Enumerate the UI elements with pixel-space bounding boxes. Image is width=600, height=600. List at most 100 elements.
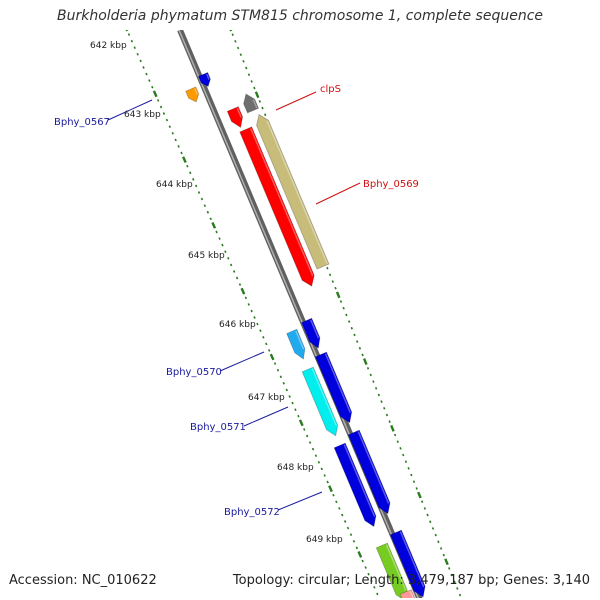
gene-pink[interactable] [399, 589, 416, 600]
minor-tick [334, 286, 337, 290]
gene-bphy-0567[interactable] [185, 86, 200, 103]
gene-blue-bottom[interactable] [389, 529, 426, 598]
major-tick [362, 358, 368, 366]
minor-tick [186, 164, 189, 168]
minor-tick [288, 395, 291, 398]
minor-tick [245, 66, 248, 70]
leader-bphy-0570 [219, 351, 265, 372]
minor-tick [262, 335, 265, 339]
minor-tick [276, 368, 280, 372]
minor-tick [450, 573, 454, 577]
minor-tick [231, 33, 234, 36]
minor-tick [247, 73, 251, 77]
minor-tick [136, 52, 139, 56]
gene-label-bphy-0567: Bphy_0567 [54, 117, 110, 128]
minor-tick [345, 313, 348, 317]
major-tick [182, 156, 187, 163]
gene-blue-0571b[interactable] [314, 351, 353, 424]
minor-tick [256, 322, 259, 326]
gene-blue-0572b[interactable] [347, 429, 391, 515]
minor-tick [239, 53, 242, 56]
minor-tick [374, 387, 378, 390]
minor-tick [311, 447, 315, 451]
chromosome-backbone-highlight [178, 30, 419, 598]
minor-tick [366, 367, 370, 370]
minor-tick [235, 276, 239, 280]
gene-features[interactable] [185, 71, 426, 600]
minor-tick [285, 388, 288, 392]
minor-tick [410, 473, 413, 477]
minor-tick [415, 487, 418, 490]
leader-bphy-0571 [243, 406, 289, 427]
minor-tick [331, 280, 334, 283]
minor-tick [151, 85, 154, 89]
minor-tick [305, 434, 309, 438]
minor-tick [402, 453, 405, 457]
minor-tick [303, 428, 306, 431]
gene-clps[interactable] [243, 93, 260, 114]
minor-tick [297, 414, 300, 418]
minor-tick [341, 513, 344, 517]
minor-tick [343, 520, 347, 523]
minor-tick [168, 125, 172, 129]
minor-tick [215, 230, 218, 234]
minor-tick [326, 266, 329, 270]
map-title: Burkholderia phymatum STM815 chromosome … [56, 8, 543, 24]
major-tick [390, 424, 395, 432]
minor-tick [224, 250, 227, 254]
minor-tick [380, 400, 383, 404]
gene-bphy-0569[interactable] [256, 113, 330, 270]
minor-tick [369, 373, 372, 377]
minor-tick [373, 585, 376, 589]
minor-tick [404, 460, 408, 463]
minor-tick [148, 79, 151, 82]
minor-tick [250, 80, 253, 83]
minor-tick [261, 106, 264, 110]
minor-tick [388, 420, 391, 424]
minor-tick [353, 333, 356, 337]
minor-tick [361, 353, 364, 357]
minor-tick [367, 572, 370, 576]
minor-tick [429, 520, 432, 524]
minor-tick [162, 112, 166, 115]
minor-tick [320, 467, 323, 471]
minor-tick [356, 340, 359, 343]
gene-labels[interactable]: clpS Bphy_0569 Bphy_0567 Bphy_0570 Bphy_… [54, 84, 419, 518]
gene-red-small[interactable] [226, 106, 244, 129]
minor-tick [165, 118, 169, 122]
gene-bphy-0571[interactable] [301, 366, 339, 437]
minor-tick [361, 559, 364, 563]
minor-tick [377, 393, 381, 397]
minor-tick [189, 171, 192, 175]
gene-blue-small-top[interactable] [197, 71, 211, 87]
accession-text: Accession: NC_010622 [9, 573, 157, 588]
minor-tick [194, 184, 198, 188]
minor-tick [355, 546, 359, 550]
minor-tick [159, 105, 163, 109]
minor-tick [139, 59, 142, 63]
label-leaders [107, 91, 361, 511]
minor-tick [247, 303, 250, 306]
minor-tick [234, 40, 237, 43]
kbp-label-646: 646 kbp [219, 320, 256, 330]
gene-bphy-0572[interactable] [333, 442, 377, 528]
minor-tick [242, 60, 245, 63]
minor-tick [180, 151, 183, 155]
gene-red-long[interactable] [239, 126, 315, 287]
major-tick [444, 558, 449, 566]
minor-tick [130, 39, 134, 43]
major-tick [269, 353, 275, 361]
kbp-label-647: 647 kbp [248, 393, 285, 403]
minor-tick [308, 441, 312, 444]
minor-tick [370, 579, 373, 583]
gene-blue-0570b[interactable] [301, 317, 321, 349]
major-tick [211, 222, 217, 229]
minor-tick [209, 217, 212, 221]
minor-tick [385, 413, 389, 417]
gene-bphy-0570[interactable] [286, 328, 306, 360]
major-tick [240, 287, 246, 295]
minor-tick [342, 306, 345, 310]
minor-tick [253, 86, 256, 90]
minor-tick [142, 66, 145, 69]
